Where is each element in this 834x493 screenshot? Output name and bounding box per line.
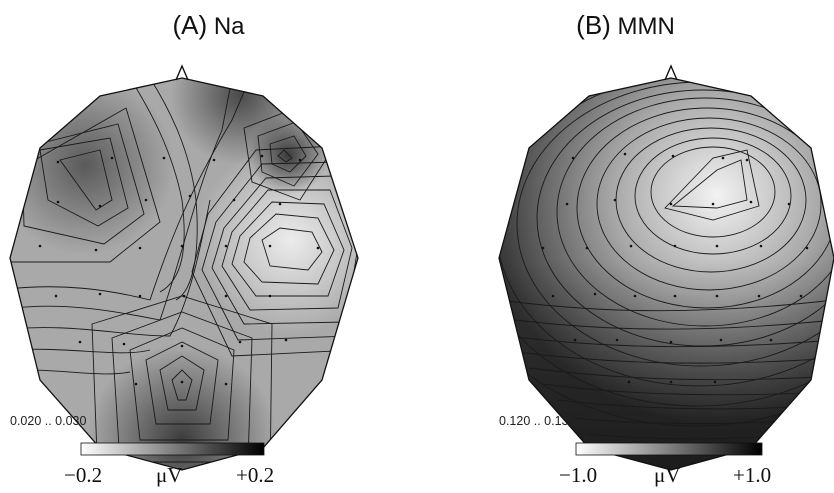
panel-a: (A) Na (0, 10, 417, 487)
colorbar-a-min: −0.2 (64, 463, 103, 487)
colorbar-b-unit: μV (654, 463, 681, 487)
topomap-a-contours (10, 78, 358, 470)
topomap-b-field (499, 78, 834, 470)
topomap-b-contours (499, 78, 834, 454)
colorbar-b-min: −1.0 (559, 463, 598, 487)
panel-b: (B) MMN (417, 0, 834, 493)
time-window-b: 0.120 .. 0.130 (499, 414, 576, 428)
colorbar-b-max: +1.0 (733, 463, 772, 487)
panel-a-letter: (A) (172, 10, 208, 40)
panel-b-title: (B) MMN (417, 10, 834, 41)
electrodes-a (38, 154, 320, 386)
colorbar-b (575, 442, 763, 456)
panel-b-letter: (B) (576, 10, 611, 40)
nose-marker-a (175, 64, 189, 81)
panel-a-label: Na (213, 13, 245, 40)
topomap-b (498, 64, 834, 471)
head-outline-a (9, 77, 359, 471)
colorbar-a-max: +0.2 (236, 463, 275, 487)
panel-b-label: MMN (617, 13, 675, 40)
colorbar-a (80, 442, 265, 456)
electrodes-b (541, 152, 809, 384)
head-outline-b (498, 77, 834, 471)
topomap-a (9, 64, 359, 471)
panel-a-title: (A) Na (0, 10, 417, 41)
time-window-a: 0.020 .. 0.030 (10, 414, 87, 428)
colorbar-a-unit: μV (156, 463, 183, 487)
nose-marker-b (664, 64, 678, 81)
topomap-a-field (10, 78, 358, 470)
